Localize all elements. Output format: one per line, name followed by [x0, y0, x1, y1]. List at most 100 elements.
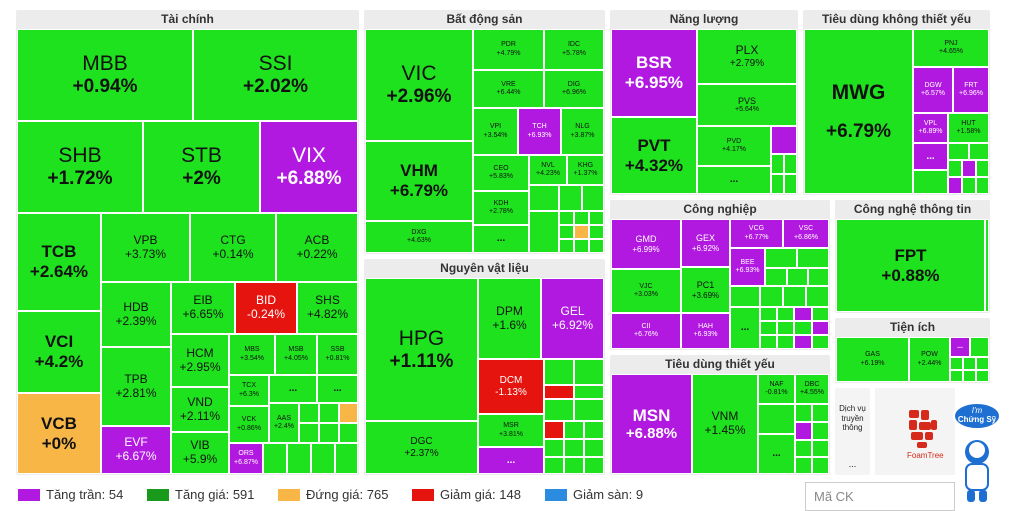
- tile-more[interactable]: ...: [950, 337, 970, 357]
- tile-SHS[interactable]: SHS +4.82%: [297, 282, 358, 334]
- tile-small[interactable]: [544, 439, 564, 457]
- tile-small[interactable]: [760, 286, 783, 307]
- tile-STB[interactable]: STB +2%: [143, 121, 260, 213]
- tile-PVS[interactable]: PVS +5.64%: [697, 84, 797, 126]
- tile-small[interactable]: [582, 185, 604, 211]
- tile-small[interactable]: [794, 321, 812, 335]
- tile-small[interactable]: [544, 399, 574, 421]
- tile-VHM[interactable]: VHM +6.79%: [365, 141, 473, 221]
- tile-small[interactable]: [299, 423, 319, 443]
- tile-small[interactable]: [758, 404, 795, 434]
- tile-MSB[interactable]: MSB +4.05%: [275, 334, 317, 375]
- tile-small[interactable]: [544, 359, 574, 385]
- tile-more[interactable]: ...: [758, 434, 795, 474]
- mascot[interactable]: I'm Chứng Sỹ: [952, 400, 1002, 508]
- tile-small[interactable]: [795, 422, 812, 440]
- tile-small[interactable]: [584, 439, 604, 457]
- tile-NAF[interactable]: NAF -0.81%: [758, 374, 795, 404]
- tile-AAS[interactable]: AAS +2.4%: [269, 403, 299, 443]
- tile-more[interactable]: ...: [730, 307, 760, 349]
- tile-more[interactable]: ...: [478, 447, 544, 474]
- tile-small[interactable]: [584, 421, 604, 439]
- tile-VJC[interactable]: VJC +3.03%: [611, 269, 681, 313]
- tile-DGC[interactable]: DGC +2.37%: [365, 421, 478, 474]
- tile-TPB[interactable]: TPB +2.81%: [101, 347, 171, 426]
- tile-small[interactable]: [564, 439, 584, 457]
- media-more[interactable]: ...: [848, 459, 857, 469]
- tile-MSN[interactable]: MSN +6.88%: [611, 374, 692, 474]
- tile-SSB[interactable]: SSB +0.81%: [317, 334, 358, 375]
- tile-small[interactable]: [760, 307, 777, 321]
- tile-HCM[interactable]: HCM +2.95%: [171, 334, 229, 387]
- tile-small[interactable]: [574, 399, 604, 421]
- tile-more[interactable]: ...: [473, 225, 529, 253]
- tile-BID[interactable]: BID -0.24%: [235, 282, 297, 334]
- tile-small[interactable]: [299, 403, 319, 423]
- tile-MWG[interactable]: MWG +6.79%: [804, 29, 913, 194]
- tile-MBS[interactable]: MBS +3.54%: [229, 334, 275, 375]
- tile-MBB[interactable]: MBB +0.94%: [17, 29, 193, 121]
- tile-small[interactable]: [812, 335, 829, 349]
- tile-DIG[interactable]: DIG +6.96%: [544, 70, 604, 108]
- tile-small[interactable]: [913, 170, 948, 194]
- tile-DCM[interactable]: DCM -1.13%: [478, 359, 544, 414]
- tile-VCK[interactable]: VCK +0.86%: [229, 406, 269, 443]
- tile-EIB[interactable]: EIB +6.65%: [171, 282, 235, 334]
- tile-DXG[interactable]: DXG +4.63%: [365, 221, 473, 253]
- tile-small[interactable]: [795, 440, 812, 457]
- tile-SHB[interactable]: SHB +1.72%: [17, 121, 143, 213]
- tile-small[interactable]: [339, 423, 358, 443]
- tile-CII[interactable]: CII +6.76%: [611, 313, 681, 349]
- tile-PNJ[interactable]: PNJ +4.65%: [913, 29, 989, 67]
- tile-small[interactable]: [985, 219, 989, 312]
- tile-NLG[interactable]: NLG +3.87%: [561, 108, 604, 155]
- tile-ACB[interactable]: ACB +0.22%: [276, 213, 358, 282]
- tile-more[interactable]: ...: [697, 166, 771, 194]
- tile-POW[interactable]: POW +2.44%: [909, 337, 950, 382]
- tile-VPB[interactable]: VPB +3.73%: [101, 213, 190, 282]
- tile-small[interactable]: [948, 177, 962, 194]
- tile-small[interactable]: [963, 357, 976, 370]
- tile-IDC[interactable]: IDC +5.78%: [544, 29, 604, 70]
- tile-small[interactable]: [976, 160, 989, 177]
- tile-small[interactable]: [730, 286, 760, 307]
- tile-small[interactable]: [777, 335, 794, 349]
- tile-HDB[interactable]: HDB +2.39%: [101, 282, 171, 347]
- tile-small[interactable]: [777, 321, 794, 335]
- tile-small[interactable]: [263, 443, 287, 474]
- tile-small[interactable]: [319, 423, 339, 443]
- tile-EVF[interactable]: EVF +6.67%: [101, 426, 171, 474]
- tile-small[interactable]: [812, 404, 829, 422]
- tile-small[interactable]: [962, 177, 976, 194]
- tile-small[interactable]: [812, 440, 829, 457]
- stock-search-input[interactable]: Mã CK: [805, 482, 955, 511]
- tile-VNM[interactable]: VNM +1.45%: [692, 374, 758, 474]
- tile-VPI[interactable]: VPI +3.54%: [473, 108, 518, 155]
- tile-small[interactable]: [589, 211, 604, 225]
- tile-small[interactable]: [808, 268, 829, 286]
- tile-VSC[interactable]: VSC +6.86%: [783, 219, 829, 248]
- tile-small[interactable]: [795, 457, 812, 474]
- tile-more[interactable]: ...: [269, 375, 317, 403]
- tile-TCH[interactable]: TCH +6.93%: [518, 108, 561, 155]
- tile-small[interactable]: [948, 143, 969, 160]
- tile-VCG[interactable]: VCG +6.77%: [730, 219, 783, 248]
- tile-small[interactable]: [812, 422, 829, 440]
- tile-small[interactable]: [969, 143, 989, 160]
- tile-ORS[interactable]: ORS +6.87%: [229, 443, 263, 474]
- tile-HUT[interactable]: HUT +1.58%: [948, 113, 989, 143]
- tile-MSR[interactable]: MSR +3.81%: [478, 414, 544, 447]
- tile-small[interactable]: [962, 160, 976, 177]
- tile-CTG[interactable]: CTG +0.14%: [190, 213, 276, 282]
- tile-more[interactable]: ...: [317, 375, 358, 403]
- tile-BSR[interactable]: BSR +6.95%: [611, 29, 697, 117]
- tile-small[interactable]: [559, 239, 574, 253]
- tile-small[interactable]: [574, 239, 589, 253]
- tile-SSI[interactable]: SSI +2.02%: [193, 29, 358, 121]
- tile-small[interactable]: [797, 248, 829, 268]
- tile-VND[interactable]: VND +2.11%: [171, 387, 229, 432]
- tile-small[interactable]: [529, 185, 559, 211]
- tile-VRE[interactable]: VRE +6.44%: [473, 70, 544, 108]
- tile-FRT[interactable]: FRT +6.96%: [953, 67, 989, 113]
- tile-small[interactable]: [559, 211, 574, 225]
